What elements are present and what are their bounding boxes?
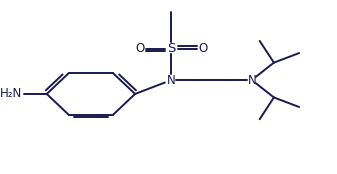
Text: S: S (167, 42, 176, 55)
Text: N: N (167, 74, 176, 86)
Text: O: O (135, 42, 145, 55)
Text: H₂N: H₂N (0, 88, 23, 100)
Text: O: O (198, 42, 208, 55)
Text: N: N (247, 74, 256, 86)
